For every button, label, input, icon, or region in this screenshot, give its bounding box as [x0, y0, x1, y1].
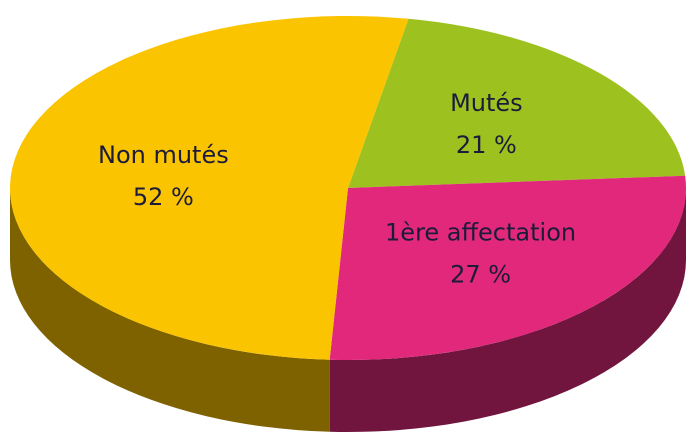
slice [329, 175, 686, 360]
slice-label: Non mutés [98, 141, 229, 169]
slice-value-label: 27 % [450, 260, 511, 288]
slice-value-label: 52 % [133, 183, 194, 211]
slice-label: 1ère affectation [385, 218, 576, 246]
slice-value-label: 21 % [456, 131, 517, 159]
slice-side [329, 188, 686, 432]
slice [10, 15, 409, 360]
slice-side [10, 188, 330, 432]
slice [348, 18, 686, 188]
slice-label: Mutés [450, 89, 523, 117]
